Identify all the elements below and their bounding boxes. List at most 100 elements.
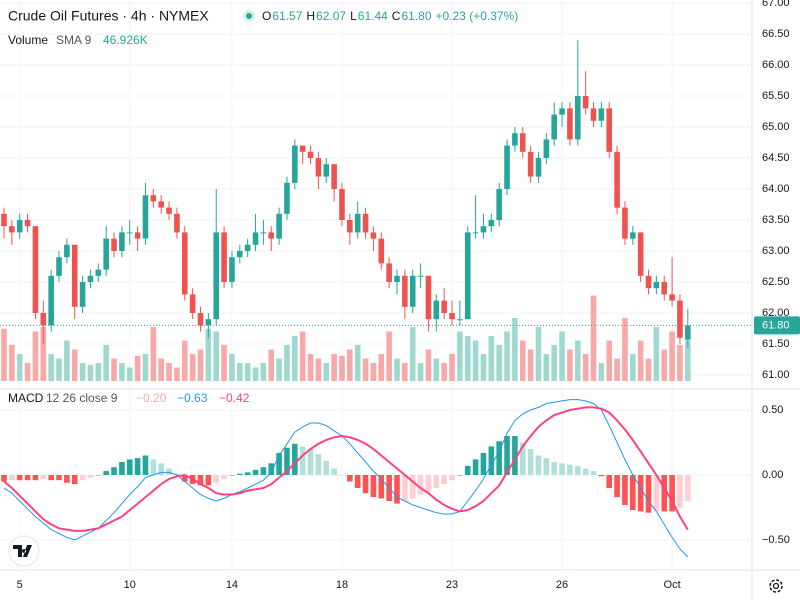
ohlc-key: L: [350, 9, 357, 23]
macd-histogram-bar: [213, 475, 220, 483]
ohlc-value: 61.44: [358, 9, 388, 23]
candle-body: [582, 96, 589, 109]
macd-histogram-bar: [488, 446, 495, 475]
volume-bar: [480, 354, 487, 381]
macd-histogram-bar: [79, 475, 86, 481]
macd-histogram-bar: [221, 475, 227, 479]
volume-bar: [386, 331, 392, 381]
macd-histogram-bar: [370, 475, 377, 498]
macd-tick-label: −0.50: [762, 534, 790, 546]
candle-body: [126, 232, 133, 234]
macd-histogram-bar: [9, 475, 15, 481]
macd-signal-value: −0.42: [219, 391, 250, 405]
settings-icon[interactable]: [769, 579, 783, 593]
candle-body: [402, 275, 408, 307]
y-tick-label: 64.00: [762, 183, 790, 195]
candle-body: [433, 300, 440, 320]
volume-bar: [166, 363, 172, 381]
macd-histogram-bar: [417, 475, 424, 495]
volume-bar: [181, 340, 188, 381]
macd-histogram-bar: [276, 452, 282, 475]
volume-bar: [260, 363, 267, 381]
macd-histogram-bar: [174, 473, 180, 475]
logo-mark: [13, 545, 32, 557]
candle-body: [16, 220, 23, 233]
candle-body: [457, 319, 463, 321]
volume-bar: [64, 340, 70, 381]
volume-bar: [87, 364, 94, 381]
macd-histogram-bar: [339, 475, 345, 476]
macd-histogram-bar: [158, 463, 164, 475]
volume-bar: [221, 345, 227, 381]
macd-histogram-bar: [268, 463, 275, 475]
macd-histogram-bar: [409, 475, 416, 499]
candle-body: [158, 201, 164, 208]
volume-bar: [323, 363, 330, 381]
candle-body: [150, 195, 157, 202]
macd-histogram-bar: [362, 475, 369, 494]
tv-logo: [8, 535, 40, 567]
macd-tick-label: 0.50: [762, 404, 783, 416]
macd-histogram-bar: [323, 460, 330, 475]
candle-body: [276, 213, 282, 239]
candle-body: [425, 275, 432, 320]
candle-body: [685, 325, 691, 340]
volume-bar: [56, 358, 62, 381]
macd-histogram-bar: [1, 475, 7, 482]
macd-histogram-bar: [669, 475, 675, 512]
volume-bar: [402, 363, 408, 381]
last-price-box: [754, 316, 800, 335]
macd-histogram-bar: [197, 475, 204, 486]
volume-bar: [299, 331, 306, 381]
gear-outer[interactable]: [769, 579, 783, 593]
volume-bar: [32, 331, 39, 381]
volume-bar: [126, 367, 133, 381]
macd-histogram-bar: [87, 475, 94, 478]
macd-histogram-bar: [472, 459, 479, 475]
volume-bar: [24, 363, 31, 381]
volume-bar: [441, 363, 447, 381]
volume-bar: [551, 345, 557, 381]
macd-histogram-bar: [56, 475, 62, 481]
signal-line: [3, 406, 689, 532]
volume-bar: [394, 358, 400, 381]
volume-bar: [409, 327, 416, 381]
volume-bar: [512, 318, 518, 381]
volume-bar: [630, 354, 636, 381]
candle-body: [119, 232, 125, 251]
candle-body: [598, 108, 605, 121]
candle-body: [189, 294, 196, 313]
macd-histogram-bar: [347, 475, 353, 482]
y-tick-label: 66.00: [762, 59, 790, 71]
candle-body: [504, 145, 510, 189]
candle-body: [409, 275, 416, 307]
volume-bar: [276, 358, 282, 381]
ohlc-key: C: [392, 9, 401, 23]
volume-bar: [669, 331, 675, 381]
volume-bar: [1, 328, 7, 381]
macd-histogram-bar: [645, 475, 652, 513]
volume-bar: [425, 349, 432, 381]
x-tick-label: 10: [124, 579, 136, 591]
volume-bar: [457, 331, 463, 381]
macd-histogram-bar: [315, 454, 322, 475]
macd-histogram-bar: [574, 465, 581, 475]
macd-histogram-bar: [142, 455, 149, 475]
x-tick-label: 23: [446, 579, 458, 591]
candle-body: [559, 108, 565, 115]
y-tick-label: 62.00: [762, 307, 790, 319]
macd-histogram-bar: [677, 475, 683, 508]
macd-histogram-bar: [150, 459, 157, 475]
macd-histogram-bar: [614, 475, 620, 498]
macd-histogram-bar: [244, 472, 251, 475]
candle-body: [56, 257, 62, 276]
gear-inner[interactable]: [772, 582, 780, 590]
macd-histogram-bar: [394, 475, 400, 504]
ohlc-legend: O 61.57 H 62.07 L 61.44 C 61.80 +0.23 (+0.37%): [262, 9, 518, 23]
candle-body: [661, 282, 668, 295]
macd-histogram-bar: [606, 475, 613, 488]
macd-histogram-bar: [292, 443, 298, 475]
volume-bar: [535, 327, 542, 381]
macd-histogram-bar: [630, 475, 636, 511]
macd-histogram-bar: [504, 436, 510, 475]
